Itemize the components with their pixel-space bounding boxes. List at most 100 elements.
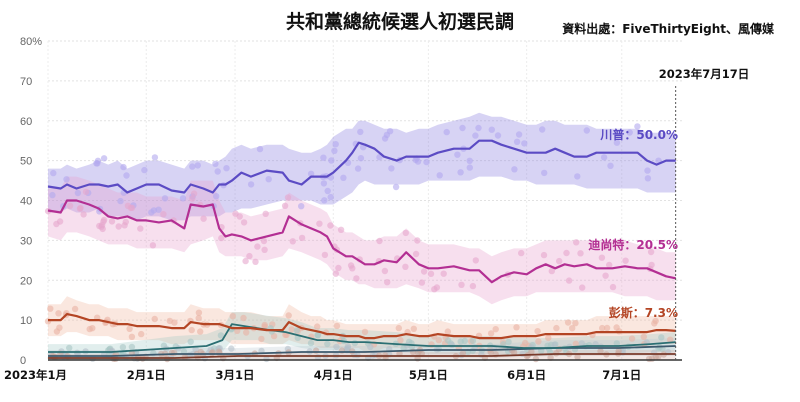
poll-point (521, 140, 528, 147)
poll-point (357, 128, 364, 136)
y-tick-label: 30 (20, 235, 32, 247)
poll-point (332, 141, 339, 148)
poll-point (532, 355, 540, 363)
poll-point (367, 343, 374, 351)
poll-point (431, 286, 438, 293)
poll-point (423, 158, 430, 166)
poll-point (402, 229, 409, 237)
poll-point (469, 282, 477, 290)
poll-point (47, 305, 54, 312)
y-tick-label: 80% (20, 36, 42, 48)
poll-point (100, 155, 108, 162)
poll-point (628, 335, 636, 342)
poll-point (414, 237, 421, 244)
poll-point (240, 314, 247, 322)
chart-title: 共和黨總統候選人初選民調 (286, 10, 514, 33)
poll-point (652, 317, 659, 325)
poll-point (410, 325, 417, 332)
poll-point (66, 202, 74, 209)
poll-point (333, 343, 340, 351)
poll-point (427, 270, 435, 277)
poll-point (187, 338, 194, 345)
poll-point (652, 353, 659, 361)
poll-point (522, 339, 529, 347)
poll-point (492, 326, 499, 333)
poll-point (316, 220, 323, 227)
poll-point (254, 243, 261, 250)
poll-point (160, 211, 167, 218)
poll-point (288, 326, 295, 333)
poll-point (141, 166, 148, 174)
poll-point (324, 187, 331, 195)
date-marker-label: 2023年7月17日 (659, 67, 750, 81)
series-label: 川普：50.0% (599, 127, 678, 142)
poll-point (644, 167, 651, 174)
poll-point (357, 155, 365, 162)
poll-point (420, 268, 428, 275)
poll-point (634, 123, 641, 130)
poll-point (120, 163, 127, 171)
poll-point (148, 209, 155, 216)
poll-point (351, 339, 358, 347)
poll-point (565, 277, 573, 284)
poll-point (293, 327, 301, 334)
poll-point (55, 310, 62, 317)
poll-point (551, 341, 558, 349)
poll-point (50, 169, 57, 177)
poll-point (314, 323, 321, 330)
poll-point (545, 334, 552, 342)
poll-point (609, 283, 617, 291)
poll-point (256, 145, 264, 153)
x-tick-label: 3月1日 (216, 368, 255, 382)
poll-point (518, 249, 525, 257)
poll-point (320, 154, 327, 161)
poll-point (96, 222, 103, 230)
poll-point (548, 267, 555, 275)
poll-point (625, 343, 632, 350)
x-tick-label: 2月1日 (127, 368, 166, 382)
poll-point (232, 210, 239, 217)
poll-point (197, 328, 204, 335)
poll-point (80, 211, 87, 218)
series-labels: 川普：50.0% 迪尚特：20.5% 彭斯：7.3% (588, 127, 678, 320)
poll-point (71, 305, 79, 313)
poll-point (247, 181, 255, 188)
gridlines (47, 40, 682, 361)
poll-point (320, 180, 328, 187)
poll-point (448, 341, 456, 348)
poll-point (214, 168, 221, 175)
poll-point (138, 330, 145, 338)
poll-point (137, 225, 144, 232)
poll-point (469, 337, 477, 345)
poll-point (115, 223, 122, 230)
poll-point (466, 157, 473, 164)
poll-point (242, 257, 249, 265)
poll-point (513, 324, 520, 331)
poll-point (436, 172, 443, 179)
poll-point (49, 191, 56, 199)
poll-point (307, 170, 315, 177)
poll-point (155, 206, 162, 213)
poll-point (459, 124, 466, 132)
poll-point (440, 270, 447, 277)
poll-point (53, 328, 61, 335)
poll-point (381, 267, 389, 275)
poll-point (337, 226, 345, 233)
poll-point (117, 197, 124, 205)
poll-point (564, 319, 572, 326)
poll-point (261, 321, 268, 329)
poll-point (265, 176, 272, 183)
poll-point (328, 157, 335, 164)
poll-point (626, 129, 633, 136)
series-label: 迪尚特：20.5% (588, 237, 678, 252)
poll-point (535, 338, 542, 345)
poll-point (361, 328, 369, 336)
poll-point (572, 340, 579, 347)
poll-point (213, 193, 220, 200)
poll-point (82, 188, 90, 196)
poll-point (327, 222, 334, 229)
poll-point (243, 329, 250, 336)
y-tick-label: 20 (20, 275, 32, 287)
poll-point (607, 162, 614, 169)
poll-point (194, 162, 201, 169)
